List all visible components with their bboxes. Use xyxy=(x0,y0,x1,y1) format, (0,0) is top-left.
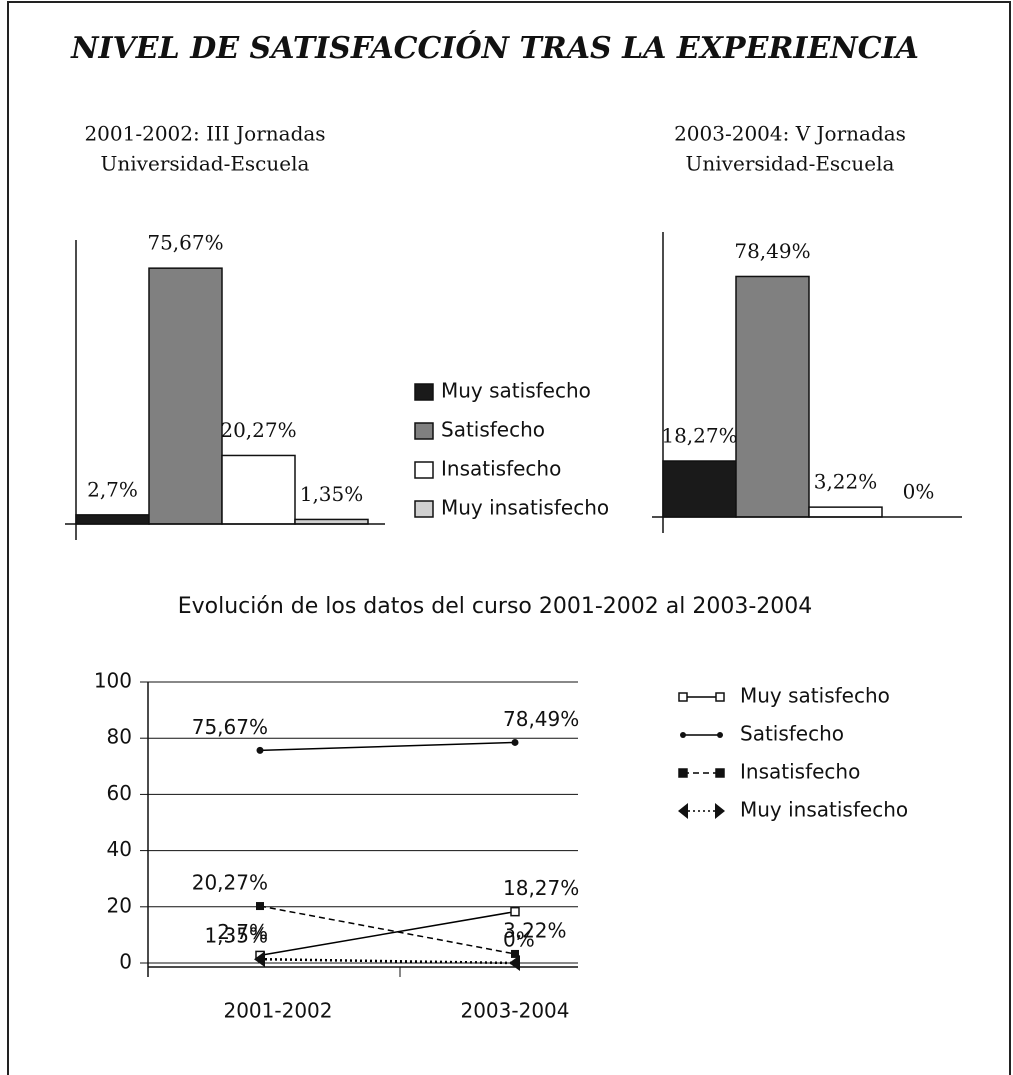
value-label: 20,27% xyxy=(192,871,268,895)
chart-title: 2001-2002: III Jornadas xyxy=(84,122,325,146)
legend-marker xyxy=(678,803,688,819)
legend-label: Insatisfecho xyxy=(441,457,561,481)
series-line xyxy=(259,905,516,955)
value-label: 75,67% xyxy=(192,715,268,739)
series-marker xyxy=(254,951,265,968)
chart-title: Universidad-Escuela xyxy=(686,152,895,176)
bar xyxy=(808,506,883,518)
chart-title: Universidad-Escuela xyxy=(101,152,310,176)
y-tick-label: 20 xyxy=(107,893,132,917)
legend-label: Satisfecho xyxy=(441,418,545,442)
series-marker xyxy=(511,949,519,958)
bar xyxy=(75,514,150,525)
value-label: 75,67% xyxy=(147,231,223,255)
legend-marker xyxy=(678,692,688,702)
value-label: 3,22% xyxy=(503,918,567,942)
series-line xyxy=(259,910,516,957)
value-label: 78,49% xyxy=(503,707,579,731)
y-tick-label: 40 xyxy=(107,837,132,861)
value-label: 0% xyxy=(503,928,535,952)
legend-label: Muy satisfecho xyxy=(441,379,591,403)
legend-swatch xyxy=(414,383,434,401)
bar xyxy=(662,460,737,518)
main-title: NIVEL DE SATISFACCIÓN TRAS LA EXPERIENCI… xyxy=(70,30,919,66)
frame xyxy=(7,1,1011,1075)
legend-swatch xyxy=(414,461,434,479)
value-label: 2,7% xyxy=(87,477,138,501)
chart-title: Evolución de los datos del curso 2001-20… xyxy=(178,594,813,619)
series-marker xyxy=(511,738,519,746)
legend-label: Muy satisfecho xyxy=(740,684,890,708)
series-marker xyxy=(510,906,520,917)
legend-label: Muy insatisfecho xyxy=(441,496,609,520)
value-label: 18,27% xyxy=(661,424,737,448)
legend-swatch xyxy=(414,422,434,440)
value-label: 2,7% xyxy=(217,920,268,944)
legend-swatch xyxy=(414,500,434,518)
legend-marker xyxy=(715,692,725,702)
x-tick-label: 2001-2002 xyxy=(223,999,332,1023)
x-tick-label: 2003-2004 xyxy=(460,999,569,1023)
value-label: 3,22% xyxy=(814,470,878,494)
legend-marker xyxy=(717,732,723,738)
value-label: 18,27% xyxy=(503,876,579,900)
legend-marker xyxy=(715,803,725,819)
series-marker xyxy=(509,955,520,971)
chart-title: 2003-2004: V Jornadas xyxy=(674,122,906,146)
legend-label: Satisfecho xyxy=(740,722,844,746)
value-label: 1,35% xyxy=(204,924,268,948)
y-tick-label: 80 xyxy=(107,725,132,749)
legend-marker xyxy=(678,768,688,778)
bar xyxy=(221,454,296,525)
series-marker xyxy=(256,902,264,911)
bar xyxy=(735,275,810,518)
y-tick-label: 0 xyxy=(119,950,132,974)
legend-marker xyxy=(715,768,725,778)
series-line xyxy=(259,957,516,965)
value-label: 20,27% xyxy=(220,418,296,442)
value-label: 78,49% xyxy=(734,239,810,263)
legend-label: Muy insatisfecho xyxy=(740,798,908,822)
y-tick-label: 60 xyxy=(107,781,132,805)
series-line xyxy=(259,741,516,752)
value-label: 0% xyxy=(903,480,935,504)
legend-marker xyxy=(680,732,686,738)
y-tick-label: 100 xyxy=(94,669,132,693)
bar xyxy=(148,267,223,525)
value-label: 1,35% xyxy=(300,482,364,506)
series-marker xyxy=(256,746,264,754)
legend-label: Insatisfecho xyxy=(740,760,860,784)
